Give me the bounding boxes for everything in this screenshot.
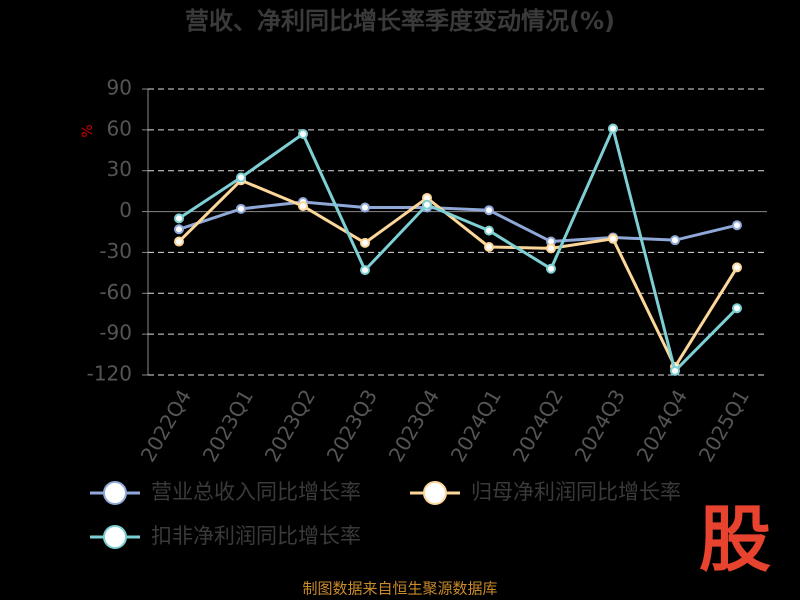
- point: [670, 365, 680, 376]
- point: [174, 213, 184, 224]
- point: [360, 265, 370, 276]
- point: [174, 236, 184, 247]
- y-tick-label: -90: [99, 321, 132, 345]
- point: [236, 203, 246, 214]
- point: [732, 220, 742, 231]
- point: [608, 123, 618, 134]
- y-tick-label: 30: [107, 157, 132, 181]
- point: [360, 202, 370, 213]
- series-line: [177, 178, 739, 370]
- point: [298, 201, 308, 212]
- point: [360, 237, 370, 248]
- y-tick-label: -60: [99, 280, 132, 304]
- legend-marker: [423, 481, 447, 505]
- footer: 制图数据来自恒生聚源数据库: [302, 580, 497, 598]
- point: [174, 224, 184, 235]
- point: [732, 303, 742, 314]
- y-tick-label: 90: [107, 76, 132, 100]
- series-line: [178, 123, 739, 374]
- point: [484, 241, 494, 252]
- y-tick-label: -30: [99, 239, 132, 263]
- y-tick-label: 0: [119, 198, 132, 222]
- point: [422, 199, 432, 210]
- point: [484, 205, 494, 216]
- series-line: [178, 200, 738, 244]
- point: [546, 263, 556, 274]
- legend-label: 归母净利润同比增长率: [471, 480, 681, 504]
- chart-title: 营收、净利同比增长率季度变动情况(%): [185, 7, 615, 35]
- point: [484, 225, 494, 236]
- logo: 股: [699, 498, 771, 582]
- point: [236, 172, 246, 183]
- legend-label: 营业总收入同比增长率: [151, 480, 361, 504]
- legend-label: 扣非净利润同比增长率: [151, 524, 361, 548]
- point: [298, 128, 308, 139]
- y-tick-label: 60: [107, 116, 132, 140]
- legend-marker: [103, 525, 127, 549]
- point: [546, 243, 556, 254]
- point: [670, 235, 680, 246]
- y-tick-label: -120: [87, 362, 132, 386]
- legend-marker: [103, 481, 127, 505]
- y-axis-label: %: [80, 124, 96, 137]
- point: [608, 233, 618, 244]
- point: [732, 262, 742, 273]
